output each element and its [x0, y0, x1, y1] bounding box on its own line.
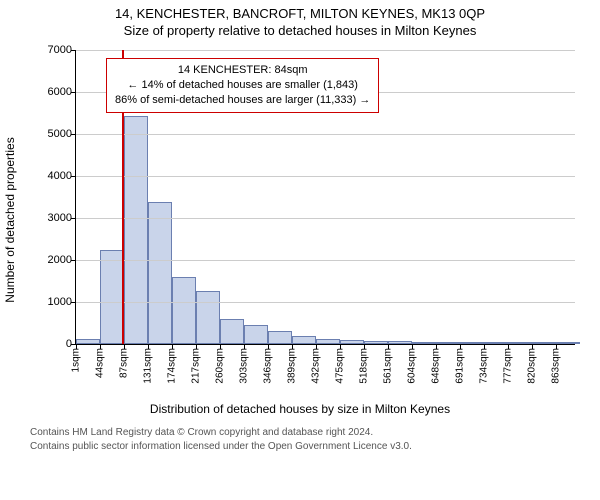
gridline — [76, 50, 575, 51]
x-tick-label: 604sqm — [407, 348, 418, 384]
bar — [364, 341, 388, 344]
bar — [76, 339, 100, 344]
x-tick-label: 691sqm — [455, 348, 466, 384]
bar — [436, 342, 460, 344]
x-tick-label: 1sqm — [71, 348, 82, 372]
y-tick-label: 7000 — [48, 44, 76, 56]
bar — [292, 336, 316, 344]
bar — [412, 342, 436, 344]
plot-area: 010002000300040005000600070001sqm44sqm87… — [75, 50, 575, 345]
bar — [556, 342, 580, 344]
footer: Contains HM Land Registry data © Crown c… — [0, 416, 600, 454]
x-tick-label: 863sqm — [551, 348, 562, 384]
footer-line-1: Contains HM Land Registry data © Crown c… — [30, 426, 600, 440]
x-tick-label: 389sqm — [287, 348, 298, 384]
gridline — [76, 260, 575, 261]
bar — [268, 331, 292, 344]
info-box-line: 86% of semi-detached houses are larger (… — [115, 93, 370, 108]
info-box-line: ← 14% of detached houses are smaller (1,… — [115, 78, 370, 93]
gridline — [76, 302, 575, 303]
x-tick-label: 174sqm — [167, 348, 178, 384]
bar — [172, 277, 196, 344]
bar — [532, 342, 556, 344]
gridline — [76, 176, 575, 177]
footer-line-2: Contains public sector information licen… — [30, 440, 600, 454]
y-tick-label: 3000 — [48, 212, 76, 224]
info-box: 14 KENCHESTER: 84sqm← 14% of detached ho… — [106, 58, 379, 113]
x-tick-label: 648sqm — [431, 348, 442, 384]
page-title-line2: Size of property relative to detached ho… — [0, 21, 600, 40]
bar — [508, 342, 532, 344]
page-title-line1: 14, KENCHESTER, BANCROFT, MILTON KEYNES,… — [0, 0, 600, 21]
bar — [388, 341, 412, 344]
x-tick-label: 561sqm — [383, 348, 394, 384]
bar — [244, 325, 268, 344]
y-tick-label: 6000 — [48, 86, 76, 98]
x-tick-label: 734sqm — [479, 348, 490, 384]
bar — [460, 342, 484, 344]
y-tick-label: 5000 — [48, 128, 76, 140]
x-tick-label: 131sqm — [143, 348, 154, 384]
bar — [124, 116, 148, 344]
x-axis-label: Distribution of detached houses by size … — [0, 402, 600, 416]
x-tick-label: 820sqm — [527, 348, 538, 384]
x-tick-label: 518sqm — [359, 348, 370, 384]
gridline — [76, 134, 575, 135]
gridline — [76, 218, 575, 219]
y-tick-label: 2000 — [48, 254, 76, 266]
bar — [484, 342, 508, 344]
info-box-line: 14 KENCHESTER: 84sqm — [115, 63, 370, 78]
bar — [220, 319, 244, 344]
x-tick-label: 346sqm — [263, 348, 274, 384]
chart: Number of detached properties 0100020003… — [20, 40, 580, 400]
bar — [196, 291, 220, 344]
x-tick-label: 303sqm — [239, 348, 250, 384]
x-tick-label: 44sqm — [95, 348, 106, 378]
bar — [316, 339, 340, 344]
x-tick-label: 260sqm — [215, 348, 226, 384]
bar — [340, 340, 364, 344]
x-tick-label: 217sqm — [191, 348, 202, 384]
y-axis-label: Number of detached properties — [3, 137, 17, 302]
x-tick-label: 475sqm — [335, 348, 346, 384]
x-tick-label: 87sqm — [119, 348, 130, 378]
x-tick-label: 432sqm — [311, 348, 322, 384]
bar — [148, 202, 172, 344]
y-tick-label: 4000 — [48, 170, 76, 182]
y-tick-label: 1000 — [48, 296, 76, 308]
x-tick-label: 777sqm — [503, 348, 514, 384]
bar — [100, 250, 124, 345]
